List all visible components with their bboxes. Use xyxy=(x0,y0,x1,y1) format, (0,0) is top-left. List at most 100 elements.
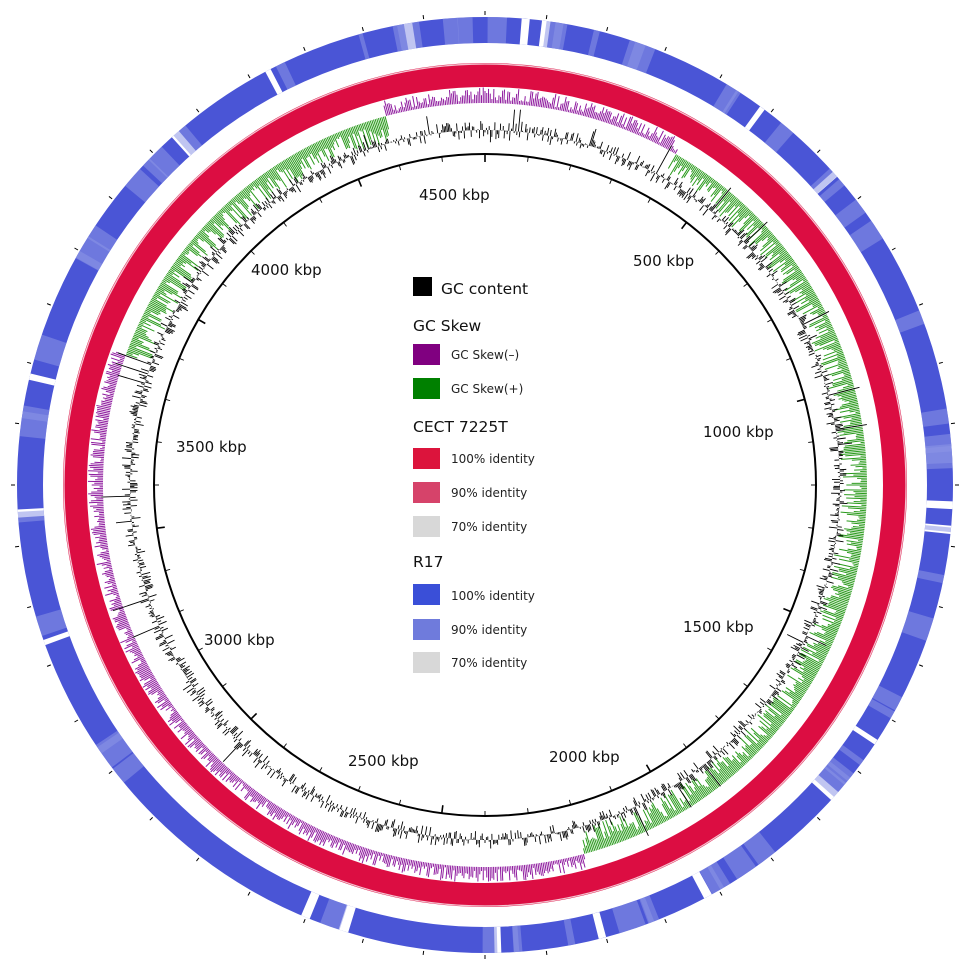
r17-segment xyxy=(835,199,866,228)
legend-r17-70-label: 70% identity xyxy=(451,656,527,670)
r17-segment xyxy=(320,898,348,930)
r17-segment xyxy=(173,125,203,156)
r17-gap xyxy=(43,631,70,646)
r17-segment xyxy=(148,146,180,178)
r17-segment xyxy=(924,525,952,533)
backbone-tick xyxy=(743,283,748,287)
r17-segment xyxy=(125,168,160,203)
r17-segment xyxy=(810,168,837,194)
backbone-tick xyxy=(808,441,814,443)
r17-segment xyxy=(87,225,118,252)
r17-segment xyxy=(442,17,460,45)
backbone-tick xyxy=(609,786,613,791)
backbone-tick xyxy=(799,568,805,572)
outer-tick xyxy=(816,816,821,821)
outer-tick xyxy=(891,719,896,723)
outer-tick xyxy=(719,891,723,896)
cect-ring xyxy=(63,63,907,907)
r17-segment xyxy=(895,310,925,333)
backbone-tick xyxy=(527,156,529,162)
outer-tick xyxy=(938,361,943,364)
outer-tick xyxy=(422,14,425,20)
legend-swatch-r17-100 xyxy=(413,584,440,605)
backbone-tick xyxy=(441,805,444,814)
backbone-tick xyxy=(197,318,206,325)
r17-segment xyxy=(901,611,934,641)
kbp-label-4500: 4500 kbp xyxy=(419,186,490,204)
outer-tick xyxy=(149,816,154,821)
r17-segment xyxy=(563,918,576,946)
backbone-tick xyxy=(609,179,613,184)
kbp-label-3500: 3500 kbp xyxy=(176,438,247,456)
r17-segment xyxy=(392,21,423,52)
r17-gap xyxy=(338,904,356,933)
r17-segment xyxy=(713,84,739,114)
outer-tick xyxy=(857,196,862,200)
outer-tick xyxy=(664,46,667,51)
backbone-tick xyxy=(398,799,402,805)
outer-tick xyxy=(361,938,364,943)
backbone-tick xyxy=(527,808,529,814)
r17-segment xyxy=(19,411,49,439)
r17-segment xyxy=(95,730,133,768)
legend-swatch-gc-skew-pos xyxy=(413,378,440,399)
outer-tick xyxy=(606,27,609,32)
r17-gap xyxy=(592,911,607,939)
kbp-label-2500: 2500 kbp xyxy=(348,752,419,770)
legend-r17-90-label: 90% identity xyxy=(451,623,527,637)
r17-segment xyxy=(75,236,111,271)
r17-segment xyxy=(457,17,474,44)
kbp-label-500: 500 kbp xyxy=(633,252,694,270)
backbone-tick xyxy=(250,712,258,720)
backbone-tick xyxy=(165,398,171,402)
r17-segment xyxy=(839,744,864,766)
outer-tick xyxy=(14,422,20,425)
legend-gc-skew-neg-label: GC Skew(–) xyxy=(451,348,519,362)
r17-segment xyxy=(707,864,725,890)
outer-tick xyxy=(46,664,51,667)
legend-swatch-cect-100 xyxy=(413,448,440,469)
r17-segment xyxy=(17,510,45,523)
r17-segment xyxy=(487,17,508,44)
legend-gc-content-label: GC content xyxy=(441,280,528,298)
outer-tick xyxy=(303,919,306,924)
r17-segment xyxy=(358,33,370,60)
kbp-label-1500: 1500 kbp xyxy=(683,618,754,636)
r17-gap xyxy=(692,871,712,899)
backbone-tick xyxy=(680,221,688,230)
r17-segment xyxy=(626,41,646,70)
outer-tick xyxy=(361,27,364,32)
backbone-tick xyxy=(357,178,363,187)
outer-tick xyxy=(422,950,425,956)
r17-segment xyxy=(543,21,564,50)
backbone-tick xyxy=(645,764,652,773)
backbone-tick xyxy=(398,165,402,171)
outer-tick xyxy=(938,606,943,609)
outer-tick xyxy=(545,950,548,956)
r17-segment xyxy=(723,845,756,880)
outer-tick xyxy=(46,303,51,306)
r17-gap xyxy=(265,69,283,95)
outer-tick xyxy=(919,303,924,306)
legend-swatch-cect-70 xyxy=(413,516,440,537)
backbone-tick xyxy=(250,250,255,255)
legend-r17-title: R17 xyxy=(413,553,444,571)
backbone-tick xyxy=(568,799,572,805)
r17-segment xyxy=(827,757,854,781)
backbone-tick xyxy=(568,165,572,171)
backbone-tick xyxy=(786,357,791,361)
backbone-tick xyxy=(357,786,361,791)
backbone-tick xyxy=(441,156,443,162)
outer-tick xyxy=(545,14,548,20)
outer-tick xyxy=(857,770,862,774)
r17-segment xyxy=(143,158,169,184)
gc-skew-track xyxy=(87,87,867,882)
backbone-tick xyxy=(647,198,651,203)
legend-cect-100-label: 100% identity xyxy=(451,452,535,466)
legend-gc-skew-pos-label: GC Skew(+) xyxy=(451,382,523,396)
legend-cect-title: CECT 7225T xyxy=(413,418,508,436)
r17-segment xyxy=(872,685,903,711)
backbone-tick xyxy=(319,767,323,772)
outer-tick xyxy=(27,361,32,364)
